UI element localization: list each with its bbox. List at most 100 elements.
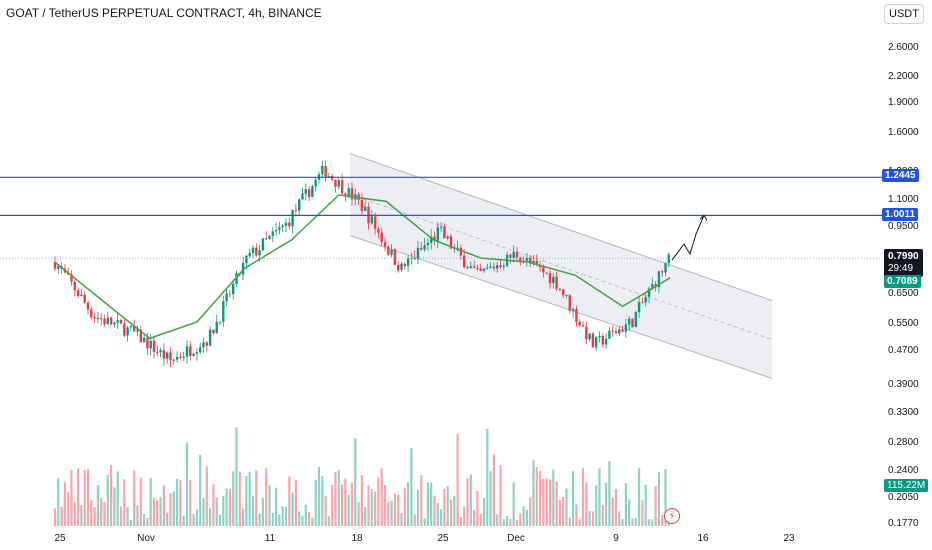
volume-bar — [156, 500, 159, 526]
volume-bar — [539, 470, 542, 526]
candle-body — [489, 266, 492, 268]
horizontal-lines — [0, 176, 882, 259]
volume-bar — [192, 514, 195, 526]
volume-bar — [380, 468, 383, 526]
time-axis-label: 23 — [783, 533, 795, 544]
price-axis-label: 0.6500 — [888, 288, 919, 299]
candle-body — [321, 165, 324, 175]
candle-body — [383, 242, 387, 247]
flash-icon[interactable]: ⚡ — [664, 508, 680, 524]
volume-bar — [473, 510, 476, 526]
volume-bar — [106, 474, 109, 526]
candle-body — [535, 260, 538, 265]
volume-bar — [185, 442, 189, 526]
projection-path — [671, 214, 708, 261]
volume-bar — [463, 506, 466, 526]
volume-bar — [393, 493, 396, 526]
candle-body — [387, 246, 390, 255]
candle-body — [644, 296, 647, 303]
volume-bar — [608, 461, 611, 526]
candle-body — [169, 352, 172, 361]
moving-average — [54, 194, 671, 340]
time-axis-label: 25 — [54, 533, 66, 544]
volume-bar — [238, 471, 241, 526]
volume-bar — [331, 484, 334, 526]
volume-bar — [225, 488, 228, 526]
candle-body — [113, 322, 116, 325]
volume-bar — [453, 496, 456, 526]
candle-body — [90, 309, 93, 318]
channel-mid-line — [349, 194, 773, 340]
volume-bar — [364, 507, 367, 526]
candle-body — [601, 335, 604, 345]
volume-bar — [618, 511, 621, 526]
currency-button[interactable]: USDT — [884, 4, 924, 24]
price-axis-label: 2.2000 — [888, 71, 919, 82]
candle-body — [301, 193, 304, 200]
volume-bar — [410, 448, 413, 526]
volume-bar — [354, 438, 357, 526]
volume-bar — [275, 487, 278, 526]
candle-body — [548, 273, 552, 283]
candle-body — [208, 329, 212, 346]
volume-bar — [423, 518, 426, 526]
volume-bar — [555, 481, 558, 526]
candle-body — [268, 235, 271, 239]
candle-body — [509, 254, 512, 259]
candle-body — [377, 228, 380, 233]
volume-bar — [350, 482, 354, 526]
volume-bar — [195, 509, 198, 526]
candle-body — [103, 318, 106, 324]
candle-body — [459, 247, 463, 256]
candle-body — [604, 338, 608, 345]
candle-body — [142, 337, 146, 343]
volume-bar — [242, 508, 245, 526]
candle-body — [637, 302, 641, 313]
time-axis: 25 Nov 11 18 25 Dec 9 16 23 — [54, 533, 795, 544]
candle-body — [614, 331, 618, 334]
volume-bar — [146, 517, 149, 526]
candle-body — [575, 308, 578, 322]
channel-lower-line — [349, 235, 773, 379]
volume-bar — [298, 511, 301, 526]
volume-bars — [53, 427, 670, 526]
candle-body — [585, 326, 588, 340]
volume-bar — [113, 487, 116, 526]
price-axis-label: 0.2400 — [888, 465, 919, 476]
candle-body — [133, 325, 136, 332]
candle-body — [106, 317, 109, 324]
candle-body — [472, 266, 476, 268]
volume-bar — [436, 503, 439, 526]
candle-body — [651, 284, 654, 289]
candle-body — [278, 227, 281, 230]
candle-body — [502, 265, 505, 267]
volume-bar — [347, 494, 350, 526]
candle-body — [581, 325, 585, 327]
volume-bar — [77, 468, 80, 526]
resistance-price-tag: 1.2445 — [882, 169, 919, 182]
volume-bar — [70, 469, 73, 526]
volume-bar — [631, 518, 634, 526]
price-axis-label: 1.6000 — [888, 127, 919, 138]
candle-body — [109, 317, 113, 325]
volume-bar — [400, 513, 403, 526]
candle-body — [631, 318, 634, 328]
volume-bar — [324, 496, 327, 526]
volume-bar — [515, 519, 519, 526]
volume-bar — [370, 489, 373, 526]
volume-bar — [591, 511, 594, 526]
candle-body — [558, 288, 562, 290]
candle-body — [179, 356, 182, 358]
volume-bar — [301, 515, 304, 526]
candle-body — [255, 247, 258, 256]
volume-bar — [235, 427, 238, 526]
candle-body — [185, 346, 189, 357]
volume-bar — [63, 482, 66, 526]
price-axis-label: 0.5500 — [888, 318, 919, 329]
candle-body — [608, 330, 611, 339]
volume-bar — [449, 499, 453, 526]
volume-bar — [367, 485, 370, 526]
volume-bar — [628, 499, 631, 526]
volume-bar — [492, 454, 495, 526]
